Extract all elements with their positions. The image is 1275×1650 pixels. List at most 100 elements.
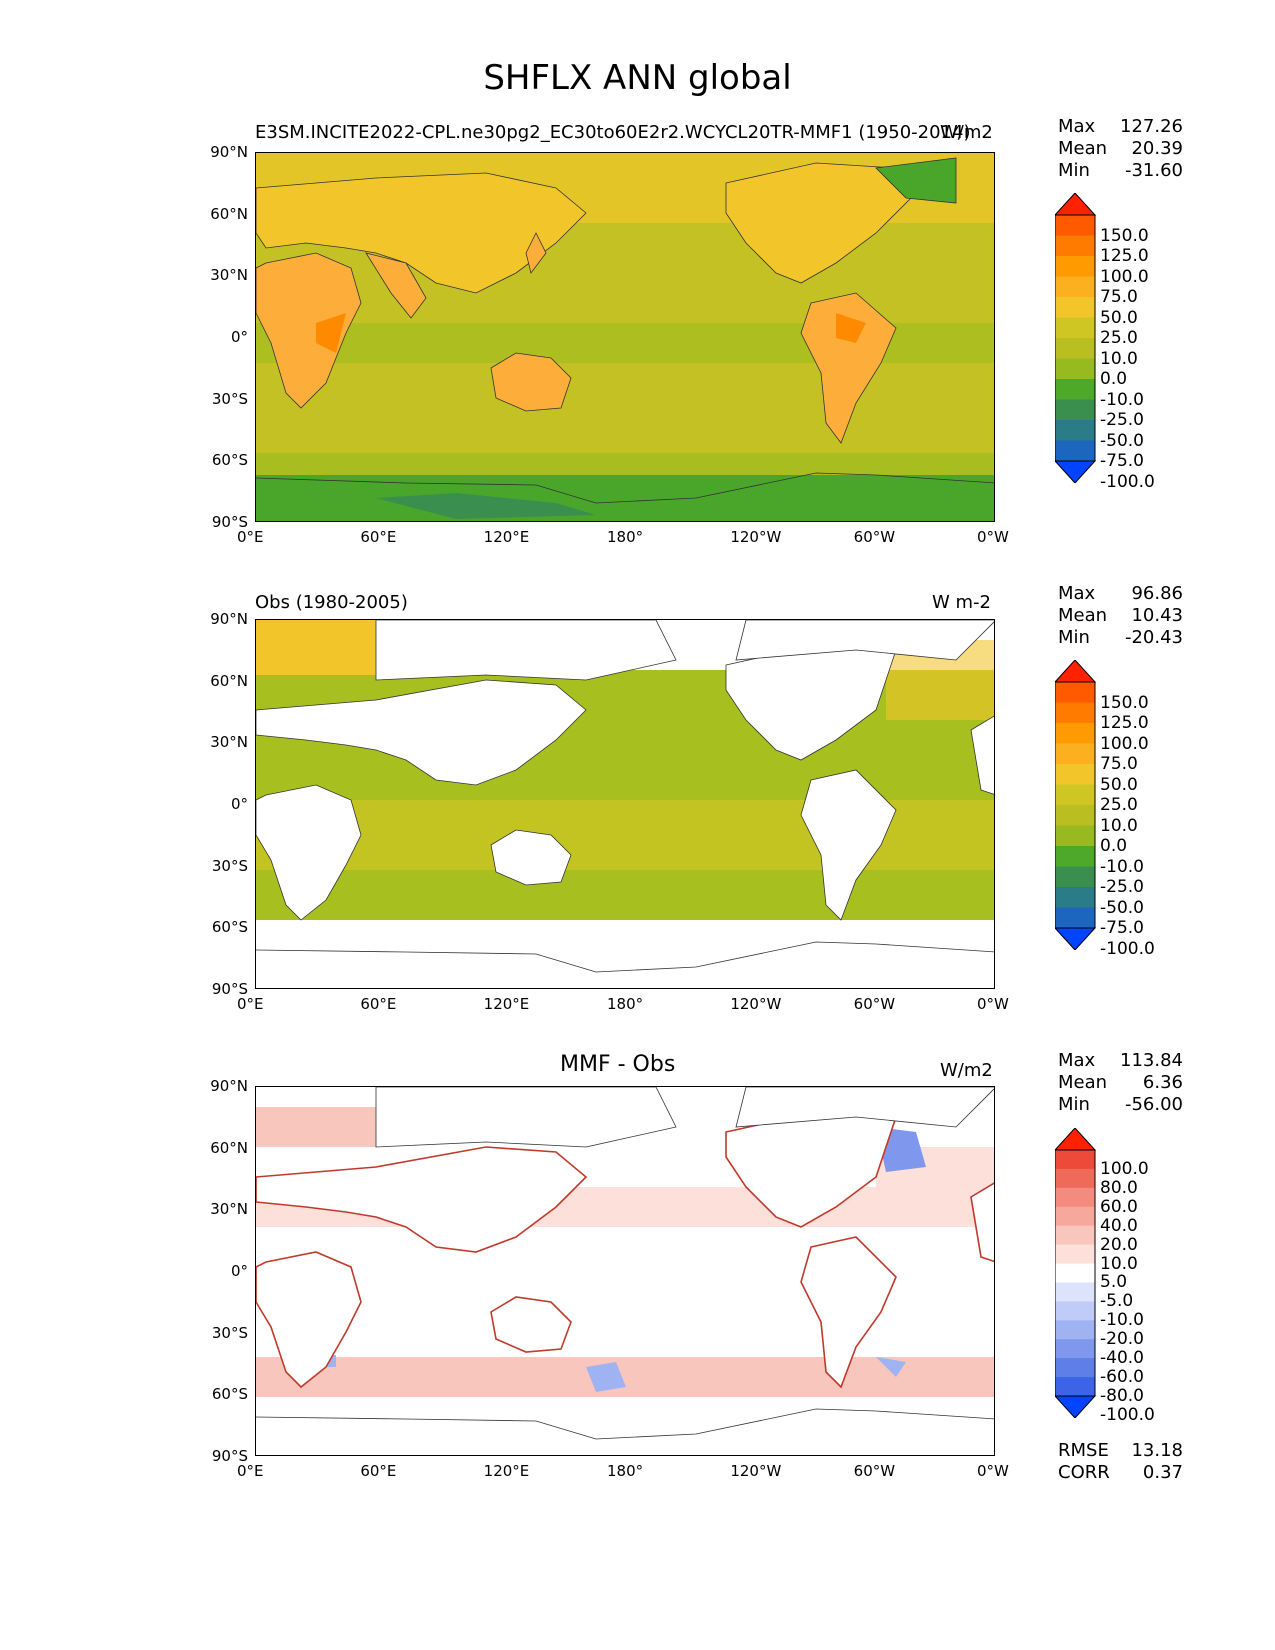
colorbar-label: -10.0 [1100,389,1144,410]
colorbar-swatch [1055,1150,1095,1170]
colorbar-swatch [1055,1187,1095,1208]
panel-1-x-tick: 180° [607,528,644,546]
panel-3-colorbar [1055,1128,1101,1418]
panel-2-x-tick: 0°E [237,995,264,1013]
colorbar-swatch [1055,1358,1095,1378]
colorbar-label: -20.0 [1100,1329,1144,1350]
colorbar-extend-min [1055,1395,1097,1418]
panel-1-x-tick: 120°E [483,528,530,546]
panel-2-x-tick: 120°E [483,995,530,1013]
colorbar-label: -80.0 [1100,1386,1144,1406]
panel-2-y-tick: 60°N [210,671,248,690]
panel-3-y-tick: 30°S [211,1323,248,1342]
panel-1-map [255,152,995,522]
colorbar-extend-min [1055,927,1097,950]
colorbar-swatch [1055,1377,1095,1397]
figure-title: SHFLX ANN global [483,58,792,98]
panel-2-left-text: Obs (1980-2005) [255,592,408,613]
panel-2-x-tick: 180° [607,995,644,1013]
colorbar-swatch [1055,887,1095,908]
panel-3-x-tick: 0°E [237,1462,264,1480]
colorbar-label: -10.0 [1100,856,1144,877]
panel-1-colorbar [1055,193,1101,483]
panel-1-y-tick: 0° [230,328,248,346]
colorbar-swatch [1055,702,1095,724]
panel-2-x-tick: 0°W [977,995,1009,1013]
panel-3-x-tick: 120°W [730,1462,782,1480]
panel-2-x-tick: 60°E [360,995,397,1013]
colorbar-label: -60.0 [1100,1367,1144,1388]
panel-3-y-tick: 60°N [210,1138,248,1157]
panel-3-map [255,1086,995,1456]
colorbar-swatch [1055,825,1095,847]
colorbar-label: -25.0 [1100,410,1144,430]
colorbar-label: -10.0 [1100,1310,1144,1331]
panel-2-x-tick: 60°W [853,995,896,1013]
panel-1-y-tick: 60°N [210,204,248,223]
colorbar-swatch [1055,784,1095,806]
panel-1-x-tick: 0°W [977,528,1009,546]
panel-2-y-tick: 0° [230,795,248,813]
panel-3-title: MMF - Obs [560,1052,676,1077]
colorbar-swatch [1055,297,1095,318]
panel-2-y-tick: 30°N [210,733,248,752]
panel-3-y-tick: 90°N [210,1077,248,1095]
colorbar-label: 5.0 [1100,1272,1128,1293]
colorbar-extend-min [1055,460,1097,483]
colorbar-swatch [1055,399,1095,421]
panel-2-colorbar [1055,660,1101,950]
colorbar-label: 0.0 [1100,369,1128,389]
panel-2-y-tick: 90°S [211,980,248,998]
colorbar-swatch [1055,215,1095,236]
colorbar-extend-max [1055,193,1097,216]
colorbar-swatch [1055,1244,1095,1265]
colorbar-label: 50.0 [1100,774,1138,795]
panel-1-x-tick: 120°W [730,528,782,546]
panel-1-left-text: E3SM.INCITE2022-CPL.ne30pg2_EC30to60E2r2… [255,122,971,143]
colorbar-label: 10.0 [1100,1253,1138,1274]
colorbar-label: 150.0 [1100,692,1149,713]
panel-1-units: W/m2 [940,122,993,143]
colorbar-label: 25.0 [1100,795,1138,815]
colorbar-swatch [1055,723,1095,744]
panel-3-y-tick: 30°N [210,1200,248,1219]
panel-1-x-tick: 60°W [853,528,896,546]
panel-3-x-tick: 60°E [360,1462,397,1480]
panel-2-y-tick: 90°N [210,610,248,628]
colorbar-label: -50.0 [1100,430,1144,451]
panel-2-y-tick: 60°S [211,918,248,937]
colorbar-swatch [1055,1282,1095,1302]
colorbar-label: -75.0 [1100,918,1144,938]
colorbar-swatch [1055,1263,1095,1283]
colorbar-swatch [1055,317,1095,339]
colorbar-swatch [1055,866,1095,888]
panel-2-x-tick: 120°W [730,995,782,1013]
panel-1-y-tick: 90°N [210,143,248,161]
colorbar-label: 100.0 [1100,266,1149,287]
colorbar-swatch [1055,276,1095,298]
panel-3-y-tick: 0° [230,1262,248,1280]
panel-1-x-tick: 0°E [237,528,264,546]
colorbar-swatch [1055,358,1095,380]
panel-1-y-tick: 90°S [211,513,248,531]
colorbar-swatch [1055,764,1095,785]
colorbar-label: 125.0 [1100,246,1149,266]
panel-3-x-tick: 0°W [977,1462,1009,1480]
panel-1-y-tick: 30°S [211,389,248,408]
colorbar-label: 100.0 [1100,1158,1149,1179]
colorbar-label: -5.0 [1100,1291,1134,1312]
panel-1-y-tick: 30°N [210,266,248,285]
colorbar-label: 10.0 [1100,815,1138,836]
colorbar-swatch [1055,805,1095,826]
panel-1-x-tick: 60°E [360,528,397,546]
colorbar-label: 125.0 [1100,713,1149,733]
panel-3-y-tick: 90°S [211,1447,248,1465]
colorbar-label: 60.0 [1100,1196,1138,1217]
colorbar-swatch [1055,338,1095,359]
panel-3-x-tick: 60°W [853,1462,896,1480]
colorbar-label: 0.0 [1100,836,1128,856]
colorbar-swatch [1055,1225,1095,1246]
colorbar-swatch [1055,743,1095,765]
colorbar-label: 100.0 [1100,733,1149,754]
panel-3-x-tick: 120°E [483,1462,530,1480]
